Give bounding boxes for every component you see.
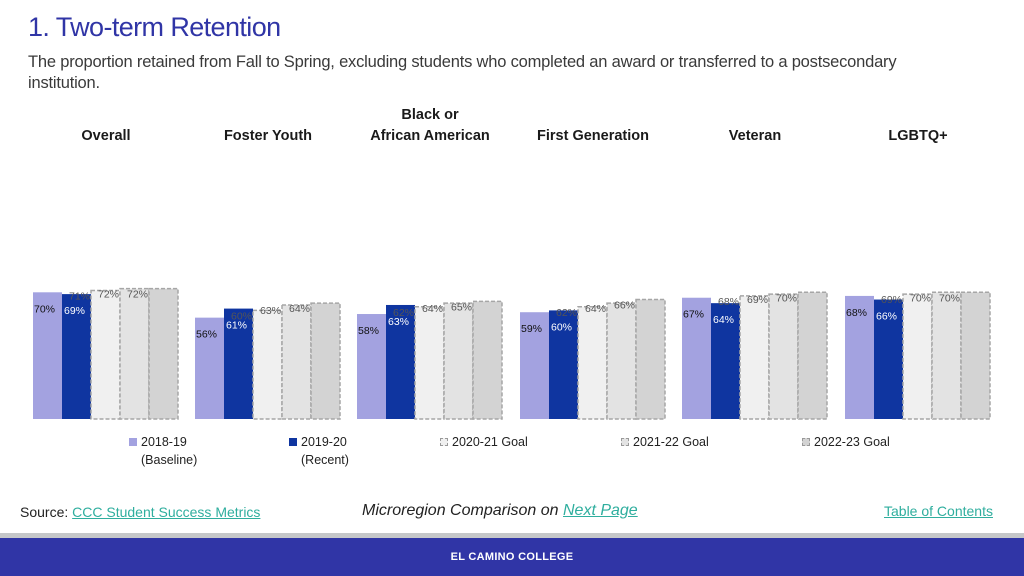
legend-item-2022-23-goal: 2022-23 Goal <box>802 433 890 451</box>
legend-label-2020-21-goal: 2020-21 Goal <box>452 435 528 449</box>
bar-veteran-2019-20-recent <box>711 303 740 419</box>
legend-label-2022-23-goal: 2022-23 Goal <box>814 435 890 449</box>
value-label-veteran-2019-20-recent: 64% <box>713 314 734 326</box>
bar-overall-2022-23-goal <box>148 287 179 420</box>
value-label-lgbtq-2022-23-goal: 70% <box>939 292 960 304</box>
value-label-black-or-african-american-2018-19-baseline: 58% <box>358 325 379 337</box>
bar-black-or-african-american-2022-23-goal <box>472 300 503 420</box>
legend-label-2018-19: 2018-19 <box>141 435 187 449</box>
value-label-first-generation-2020-21-goal: 62% <box>556 307 577 319</box>
legend-label-2019-20: 2019-20 <box>301 435 347 449</box>
value-label-veteran-2018-19-baseline: 67% <box>683 309 704 321</box>
bar-overall-2019-20-recent <box>62 294 91 419</box>
bar-first-generation-2022-23-goal <box>635 298 666 420</box>
footer-divider <box>0 533 1024 538</box>
bar-first-generation-2020-21-goal <box>577 306 608 420</box>
microregion-text: Microregion Comparison on <box>362 502 559 519</box>
bar-foster-youth-2018-19-baseline <box>195 317 224 419</box>
value-label-lgbtq-2021-22-goal: 70% <box>910 292 931 304</box>
value-label-lgbtq-2019-20-recent: 66% <box>876 311 897 323</box>
value-label-foster-youth-2021-22-goal: 63% <box>260 305 281 317</box>
legend-swatch-2019-20 <box>289 438 297 446</box>
value-label-lgbtq-2018-19-baseline: 68% <box>846 307 867 319</box>
bar-veteran-2022-23-goal <box>797 291 828 420</box>
bar-lgbtq-2022-23-goal <box>960 291 991 420</box>
legend-sublabel-2019-20: (Recent) <box>301 453 349 467</box>
value-label-overall-2021-22-goal: 72% <box>98 289 119 301</box>
value-label-veteran-2022-23-goal: 70% <box>776 292 797 304</box>
bar-overall-2018-19-baseline <box>33 292 62 419</box>
value-label-first-generation-2022-23-goal: 66% <box>614 300 635 312</box>
value-label-foster-youth-2018-19-baseline: 56% <box>196 329 217 341</box>
bar-foster-youth-2020-21-goal <box>252 309 283 420</box>
table-of-contents-link[interactable]: Table of Contents <box>884 503 993 519</box>
bar-first-generation-2018-19-baseline <box>520 312 549 419</box>
category-label-black-or-african-american: Black or African American <box>370 107 490 144</box>
legend-swatch-2018-19 <box>129 438 137 446</box>
value-label-overall-2022-23-goal: 72% <box>127 289 148 301</box>
value-label-foster-youth-2019-20-recent: 61% <box>226 320 247 332</box>
legend-item-2018-19: 2018-19 (Baseline) <box>129 433 197 469</box>
page-subtitle: The proportion retained from Fall to Spr… <box>28 53 897 92</box>
value-label-first-generation-2021-22-goal: 64% <box>585 303 606 315</box>
page-title: 1. Two-term Retention <box>28 12 281 42</box>
bar-first-generation-2021-22-goal <box>606 302 637 420</box>
bar-veteran-2018-19-baseline <box>682 297 711 419</box>
bar-black-or-african-american-2018-19-baseline <box>357 314 386 419</box>
source-line: Source: CCC Student Success Metrics <box>20 504 260 520</box>
value-label-veteran-2021-22-goal: 69% <box>747 294 768 306</box>
bar-veteran-2021-22-goal <box>768 293 799 420</box>
category-label-veteran: Veteran <box>729 128 781 144</box>
next-page-link[interactable]: Next Page <box>562 502 638 519</box>
value-label-overall-2020-21-goal: 71% <box>69 290 90 302</box>
bar-overall-2020-21-goal <box>90 289 121 420</box>
source-link[interactable]: CCC Student Success Metrics <box>72 504 261 520</box>
value-label-black-or-african-american-2020-21-goal: 62% <box>393 307 414 319</box>
bar-lgbtq-2018-19-baseline <box>845 295 874 419</box>
bar-first-generation-2019-20-recent <box>549 310 578 419</box>
bar-lgbtq-2021-22-goal <box>931 291 962 420</box>
bar-lgbtq-2020-21-goal <box>902 293 933 420</box>
value-label-veteran-2020-21-goal: 68% <box>718 296 739 308</box>
microregion-note: Microregion Comparison on Next Page <box>362 502 638 520</box>
bar-foster-youth-2021-22-goal <box>281 304 312 420</box>
bar-overall-2021-22-goal <box>119 287 150 420</box>
bar-black-or-african-american-2021-22-goal <box>443 302 474 420</box>
value-label-first-generation-2018-19-baseline: 59% <box>521 323 542 335</box>
value-label-lgbtq-2020-21-goal: 69% <box>881 294 902 306</box>
retention-bar-chart: Overall Foster Youth Black or African Ameri… <box>33 107 991 420</box>
legend-swatch-2020-21-goal <box>440 438 448 446</box>
category-label-overall: Overall <box>81 128 130 144</box>
category-label-first-generation: First Generation <box>537 128 649 144</box>
source-label: Source: <box>20 504 69 520</box>
value-label-foster-youth-2022-23-goal: 64% <box>289 303 310 315</box>
value-label-foster-youth-2020-21-goal: 60% <box>231 310 252 322</box>
legend-swatch-2021-22-goal <box>621 438 629 446</box>
legend-sublabel-2018-19: (Baseline) <box>141 453 198 467</box>
category-label-foster-youth: Foster Youth <box>224 128 312 144</box>
bar-veteran-2020-21-goal <box>739 295 770 420</box>
bar-black-or-african-american-2020-21-goal <box>414 306 445 420</box>
bar-black-or-african-american-2019-20-recent <box>386 304 415 419</box>
value-label-black-or-african-american-2019-20-recent: 63% <box>388 316 409 328</box>
footer-bar: EL CAMINO COLLEGE <box>0 538 1024 576</box>
bar-foster-youth-2022-23-goal <box>310 302 341 420</box>
value-label-overall-2018-19-baseline: 70% <box>34 303 55 315</box>
legend-label-2021-22-goal: 2021-22 Goal <box>633 435 709 449</box>
legend-item-2021-22-goal: 2021-22 Goal <box>621 433 709 451</box>
value-label-black-or-african-american-2021-22-goal: 64% <box>422 303 443 315</box>
value-label-overall-2019-20-recent: 69% <box>64 305 85 317</box>
legend-swatch-2022-23-goal <box>802 438 810 446</box>
value-label-first-generation-2019-20-recent: 60% <box>551 321 572 333</box>
bar-foster-youth-2019-20-recent <box>224 308 253 419</box>
legend-item-2020-21-goal: 2020-21 Goal <box>440 433 528 451</box>
value-label-black-or-african-american-2022-23-goal: 65% <box>451 301 472 313</box>
category-label-lgbtq: LGBTQ+ <box>888 128 947 144</box>
legend-item-2019-20: 2019-20 (Recent) <box>289 433 349 469</box>
bar-lgbtq-2019-20-recent <box>874 299 903 419</box>
